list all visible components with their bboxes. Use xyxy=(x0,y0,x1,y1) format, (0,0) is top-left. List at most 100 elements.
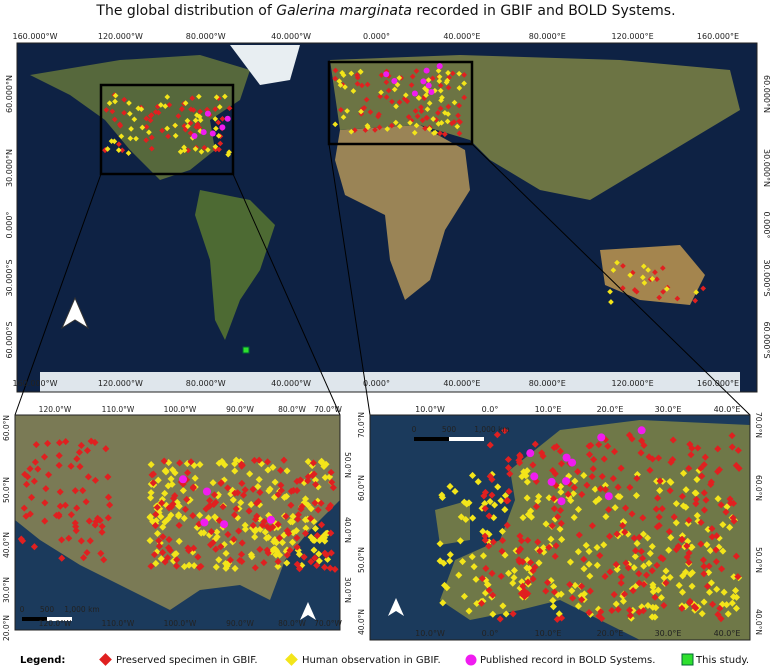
occurrence-marker xyxy=(547,535,555,543)
occurrence-marker xyxy=(56,488,64,496)
occurrence-marker xyxy=(488,475,496,484)
occurrence-marker xyxy=(585,609,593,617)
occurrence-marker xyxy=(154,476,162,484)
occurrence-marker xyxy=(445,70,451,76)
occurrence-marker xyxy=(549,596,557,604)
occurrence-marker xyxy=(683,542,691,550)
occurrence-marker xyxy=(312,480,320,489)
occurrence-marker xyxy=(645,559,653,567)
occurrence-marker xyxy=(504,497,512,505)
occurrence-marker xyxy=(182,100,189,106)
occurrence-marker xyxy=(283,551,291,559)
occurrence-marker xyxy=(685,558,693,566)
occurrence-marker xyxy=(205,147,211,153)
occurrence-marker xyxy=(340,114,347,121)
occurrence-marker xyxy=(180,514,188,522)
occurrence-marker xyxy=(413,68,420,74)
occurrence-marker xyxy=(732,552,740,560)
occurrence-marker xyxy=(616,493,624,501)
ice xyxy=(230,45,300,85)
occurrence-marker xyxy=(246,470,254,478)
occurrence-marker xyxy=(424,106,431,113)
occurrence-marker xyxy=(551,552,559,560)
occurrence-marker xyxy=(179,475,188,484)
occurrence-marker xyxy=(691,489,699,497)
occurrence-marker xyxy=(460,498,468,506)
occurrence-marker xyxy=(456,85,463,91)
occurrence-marker xyxy=(732,604,740,612)
graticule-label: 10.0°W xyxy=(415,629,445,638)
occurrence-marker xyxy=(574,602,582,610)
occurrence-marker xyxy=(574,548,582,556)
occurrence-marker xyxy=(531,440,539,448)
occurrence-marker xyxy=(715,466,723,474)
occurrence-marker xyxy=(629,587,637,595)
occurrence-marker xyxy=(703,582,712,590)
occurrence-marker xyxy=(728,599,736,607)
occurrence-marker xyxy=(510,574,518,582)
graticule-label: 0.0° xyxy=(482,405,499,414)
occurrence-marker xyxy=(354,74,361,81)
occurrence-marker xyxy=(486,441,494,449)
occurrence-marker xyxy=(688,582,696,590)
graticule-label: 60.0°N xyxy=(754,475,763,501)
occurrence-marker xyxy=(383,71,390,78)
occurrence-marker xyxy=(286,546,294,554)
occurrence-marker xyxy=(656,294,663,301)
occurrence-marker xyxy=(67,511,75,519)
occurrence-marker xyxy=(329,484,337,492)
occurrence-marker xyxy=(570,513,578,521)
occurrence-marker xyxy=(726,523,734,531)
occurrence-marker xyxy=(393,103,399,110)
occurrence-marker xyxy=(491,501,499,509)
occurrence-marker xyxy=(455,112,461,119)
occurrence-marker xyxy=(662,579,670,587)
occurrence-marker xyxy=(642,571,650,579)
occurrence-marker xyxy=(155,537,163,545)
occurrence-marker xyxy=(558,535,566,543)
occurrence-marker xyxy=(596,485,604,493)
occurrence-marker xyxy=(282,512,290,520)
occurrence-marker xyxy=(378,89,384,96)
graticule-label: 40.0°E xyxy=(714,405,741,414)
occurrence-marker xyxy=(221,461,229,469)
occurrence-marker xyxy=(519,514,527,522)
occurrence-marker xyxy=(164,515,172,523)
occurrence-marker xyxy=(596,551,604,560)
occurrence-marker xyxy=(198,148,205,155)
occurrence-marker xyxy=(420,78,427,85)
occurrence-marker xyxy=(442,109,448,116)
occurrence-marker xyxy=(293,560,301,568)
occurrence-marker xyxy=(391,78,398,85)
occurrence-marker xyxy=(622,504,630,512)
occurrence-marker xyxy=(635,533,643,541)
occurrence-marker xyxy=(196,461,204,469)
occurrence-marker xyxy=(545,543,553,551)
occurrence-marker xyxy=(535,559,543,567)
occurrence-marker xyxy=(375,113,381,120)
occurrence-marker xyxy=(91,521,99,529)
occurrence-marker xyxy=(588,522,596,530)
occurrence-marker xyxy=(503,521,511,529)
occurrence-marker xyxy=(235,527,243,535)
graticule-label: 30.000°N xyxy=(762,149,771,187)
occurrence-marker xyxy=(274,562,282,570)
occurrence-marker xyxy=(260,518,268,526)
occurrence-marker xyxy=(217,543,225,551)
occurrence-marker xyxy=(264,466,272,474)
occurrence-marker xyxy=(437,82,444,89)
occurrence-marker xyxy=(606,568,614,576)
occurrence-marker xyxy=(217,479,225,487)
occurrence-marker xyxy=(658,505,666,513)
occurrence-marker xyxy=(459,558,467,566)
occurrence-marker xyxy=(593,561,601,569)
occurrence-marker xyxy=(437,105,444,112)
occurrence-marker xyxy=(608,606,616,615)
inset-box xyxy=(99,83,235,176)
occurrence-marker xyxy=(556,525,564,533)
occurrence-marker xyxy=(332,75,338,82)
legend-label: Legend: xyxy=(20,655,65,666)
occurrence-marker xyxy=(672,519,680,527)
occurrence-marker xyxy=(556,447,564,455)
occurrence-marker xyxy=(425,82,432,89)
